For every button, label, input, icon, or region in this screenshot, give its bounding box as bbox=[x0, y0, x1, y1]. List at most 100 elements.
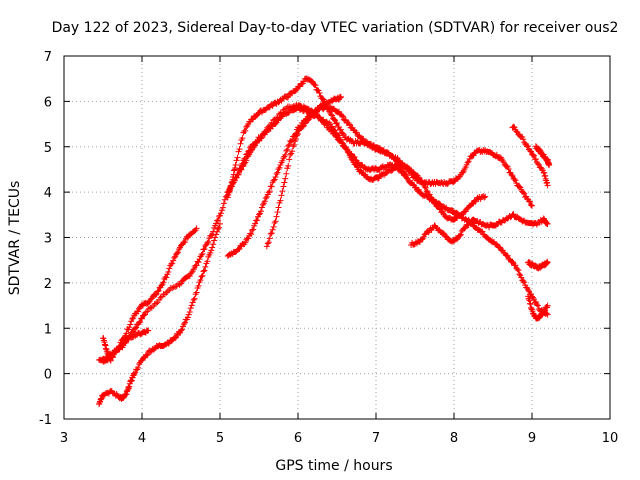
data-point bbox=[164, 288, 171, 295]
data-point bbox=[143, 352, 150, 359]
data-point bbox=[342, 116, 349, 123]
series-track-2 bbox=[100, 225, 200, 364]
data-point bbox=[218, 207, 225, 214]
data-point bbox=[363, 138, 370, 145]
data-point bbox=[504, 252, 511, 259]
data-point bbox=[237, 140, 244, 147]
series-track-8 bbox=[263, 93, 344, 250]
data-point bbox=[126, 324, 133, 331]
series-track-9 bbox=[408, 211, 551, 248]
data-point bbox=[198, 273, 205, 280]
data-point bbox=[294, 132, 301, 139]
series-track-10 bbox=[509, 123, 551, 189]
series-track-4 bbox=[100, 327, 152, 365]
data-point bbox=[289, 137, 296, 144]
data-point bbox=[257, 208, 264, 215]
data-point bbox=[353, 129, 360, 136]
data-point bbox=[216, 224, 223, 231]
data-point bbox=[249, 227, 256, 234]
data-point bbox=[235, 148, 242, 155]
y-tick-label: 2 bbox=[44, 277, 52, 292]
data-point bbox=[195, 282, 202, 289]
data-point bbox=[235, 246, 242, 253]
data-point bbox=[281, 179, 288, 186]
data-point bbox=[404, 175, 411, 182]
data-point bbox=[276, 164, 283, 171]
series-track-13 bbox=[525, 293, 551, 322]
data-point bbox=[242, 239, 249, 246]
data-point bbox=[279, 188, 286, 195]
y-tick-label: 4 bbox=[44, 186, 52, 201]
data-point bbox=[109, 353, 116, 360]
data-point bbox=[227, 182, 234, 189]
data-point bbox=[274, 209, 281, 216]
data-point bbox=[186, 309, 193, 316]
data-point bbox=[493, 151, 500, 158]
data-point bbox=[199, 250, 206, 257]
data-point bbox=[132, 325, 139, 332]
x-tick-label: 8 bbox=[450, 431, 458, 446]
data-point bbox=[169, 285, 176, 292]
data-point bbox=[280, 183, 287, 190]
data-point bbox=[312, 82, 319, 89]
data-point bbox=[273, 213, 280, 220]
data-point bbox=[422, 184, 429, 191]
data-point bbox=[250, 226, 257, 233]
data-point bbox=[290, 143, 297, 150]
data-point bbox=[295, 131, 301, 138]
data-point bbox=[337, 93, 344, 100]
data-point bbox=[209, 244, 216, 251]
data-point bbox=[192, 291, 199, 298]
data-point bbox=[410, 181, 417, 188]
data-point bbox=[389, 153, 396, 160]
data-point bbox=[202, 263, 209, 270]
data-point bbox=[533, 301, 540, 308]
data-point bbox=[534, 160, 541, 167]
data-point bbox=[520, 278, 527, 285]
y-tick-label: 5 bbox=[44, 141, 52, 156]
data-point bbox=[440, 230, 447, 237]
data-point bbox=[544, 302, 551, 309]
x-tick-label: 6 bbox=[294, 431, 302, 446]
data-point bbox=[335, 132, 342, 139]
data-point bbox=[198, 251, 205, 258]
data-point bbox=[219, 204, 226, 211]
data-point bbox=[521, 279, 528, 286]
series-track-6 bbox=[224, 104, 489, 223]
data-point bbox=[174, 250, 181, 257]
data-point bbox=[334, 120, 340, 127]
data-point bbox=[120, 340, 127, 347]
data-point bbox=[505, 165, 512, 172]
data-point bbox=[272, 218, 279, 225]
data-point bbox=[178, 327, 184, 334]
data-point bbox=[257, 135, 264, 142]
data-point bbox=[278, 113, 285, 120]
data-point bbox=[529, 202, 535, 209]
chart-title: Day 122 of 2023, Sidereal Day-to-day VTE… bbox=[52, 20, 619, 36]
data-point bbox=[233, 157, 240, 164]
data-point bbox=[157, 294, 164, 301]
y-tick-label: 6 bbox=[44, 95, 52, 110]
data-point bbox=[123, 330, 130, 337]
data-point bbox=[129, 315, 136, 322]
data-point bbox=[338, 112, 345, 119]
data-point bbox=[254, 217, 261, 224]
data-point bbox=[449, 207, 456, 214]
data-point bbox=[393, 158, 400, 165]
data-point bbox=[284, 94, 291, 101]
data-point bbox=[528, 202, 535, 209]
data-point bbox=[236, 245, 243, 252]
data-point bbox=[329, 123, 336, 130]
data-point bbox=[232, 161, 239, 168]
data-point bbox=[178, 326, 185, 333]
data-point bbox=[328, 111, 335, 118]
data-point bbox=[168, 261, 175, 268]
data-point bbox=[193, 225, 200, 232]
x-tick-label: 9 bbox=[528, 431, 536, 446]
data-point bbox=[339, 113, 346, 120]
data-point bbox=[169, 260, 176, 267]
data-point bbox=[345, 120, 352, 127]
data-point bbox=[236, 146, 243, 153]
data-point bbox=[210, 241, 217, 248]
data-point bbox=[464, 159, 471, 166]
